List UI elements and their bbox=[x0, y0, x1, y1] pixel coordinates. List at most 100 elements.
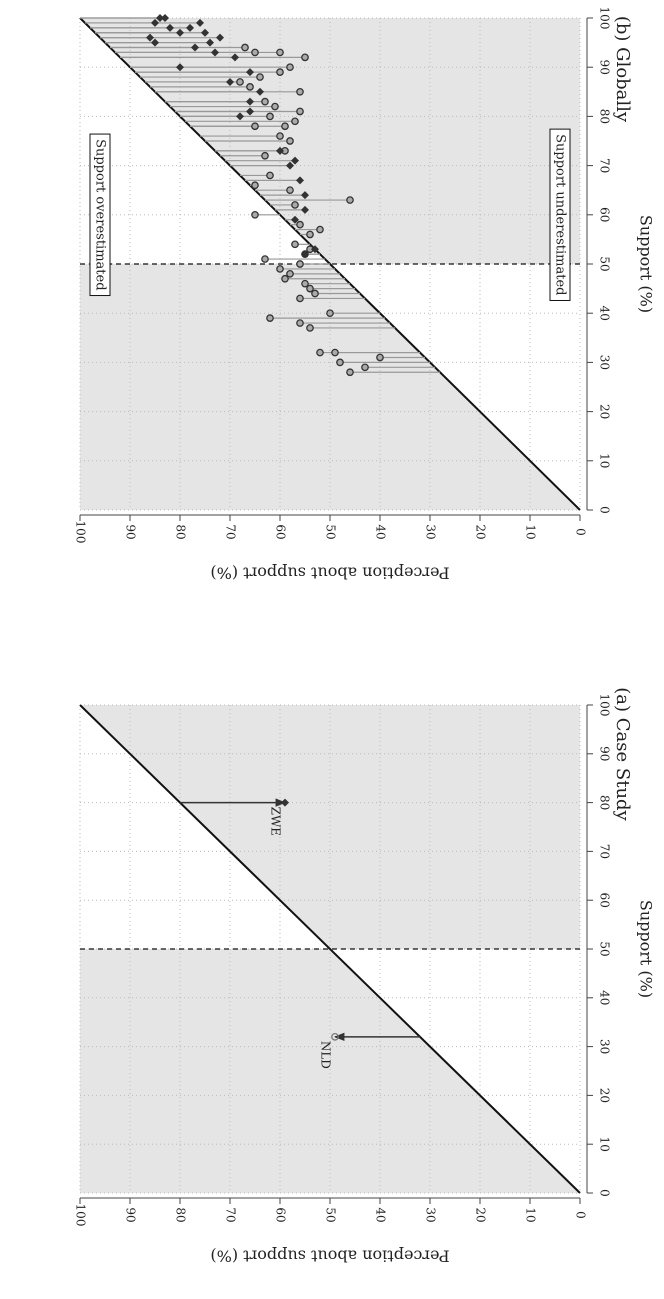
point-circle bbox=[271, 102, 279, 111]
point-diamond bbox=[151, 38, 159, 47]
panel-title: (b) Globally bbox=[612, 16, 633, 123]
point-circle bbox=[241, 43, 249, 52]
point-circle bbox=[276, 265, 284, 273]
y-tick-label: 70 bbox=[224, 524, 238, 539]
point-diamond bbox=[301, 250, 309, 259]
point-circle bbox=[276, 48, 284, 57]
shade-region bbox=[80, 949, 580, 1193]
point-circle bbox=[251, 122, 259, 131]
shade-region bbox=[80, 264, 580, 510]
point-circle bbox=[296, 319, 304, 327]
point-circle bbox=[306, 284, 314, 293]
y-tick-label: 20 bbox=[474, 524, 488, 539]
point-circle bbox=[296, 220, 304, 229]
y-tick-label: 60 bbox=[274, 1207, 288, 1222]
point-diamond bbox=[186, 23, 194, 32]
point-circle bbox=[361, 363, 369, 372]
y-tick-label: 90 bbox=[124, 1207, 138, 1222]
point-circle bbox=[266, 314, 274, 322]
x-tick-label: 60 bbox=[598, 893, 612, 908]
y-tick-label: 10 bbox=[524, 1207, 538, 1222]
point-circle bbox=[291, 117, 299, 126]
point-circle bbox=[311, 289, 319, 298]
x-tick-label: 30 bbox=[598, 1039, 612, 1054]
y-tick-label: 80 bbox=[174, 1207, 188, 1222]
point-circle bbox=[281, 122, 289, 131]
point-diamond bbox=[291, 215, 299, 224]
point-circle bbox=[286, 63, 294, 72]
point-circle bbox=[331, 348, 339, 357]
point-circle bbox=[291, 240, 299, 249]
point-circle bbox=[286, 137, 294, 145]
x-tick-label: 0 bbox=[598, 506, 612, 514]
point-circle bbox=[376, 353, 384, 362]
point-diamond bbox=[206, 38, 214, 47]
point-circle bbox=[276, 68, 284, 76]
x-tick-label: 70 bbox=[598, 158, 612, 173]
x-tick-label: 30 bbox=[598, 355, 612, 370]
y-tick-label: 30 bbox=[424, 524, 438, 539]
point-circle bbox=[261, 255, 269, 263]
x-tick-label: 0 bbox=[598, 1189, 612, 1197]
point-diamond bbox=[166, 23, 174, 32]
point-circle bbox=[256, 73, 264, 81]
point-circle bbox=[296, 260, 304, 268]
point-diamond bbox=[151, 18, 159, 27]
x-tick-label: 20 bbox=[598, 404, 612, 419]
point-circle bbox=[281, 274, 289, 283]
y-tick-label: 40 bbox=[374, 1207, 388, 1222]
point-circle bbox=[291, 201, 299, 209]
x-axis-label: Support (%) bbox=[637, 215, 656, 313]
point-diamond bbox=[216, 33, 224, 42]
point-diamond bbox=[156, 14, 164, 22]
y-tick-label: 20 bbox=[474, 1207, 488, 1222]
point-circle bbox=[261, 151, 269, 160]
point-diamond bbox=[176, 28, 184, 37]
point-circle bbox=[301, 53, 309, 62]
y-tick-label: 80 bbox=[174, 524, 188, 539]
point-diamond bbox=[201, 28, 209, 37]
point-diamond bbox=[236, 112, 244, 121]
x-tick-label: 40 bbox=[598, 990, 612, 1005]
point-diamond bbox=[226, 77, 234, 86]
y-axis-label: Perception about support (%) bbox=[210, 564, 449, 583]
shade-region bbox=[80, 705, 580, 949]
x-tick-label: 60 bbox=[598, 207, 612, 222]
point-diamond bbox=[191, 43, 199, 52]
y-tick-label: 30 bbox=[424, 1207, 438, 1222]
point-circle bbox=[326, 309, 334, 318]
point-circle bbox=[246, 83, 254, 91]
y-tick-label: 100 bbox=[74, 1204, 88, 1227]
x-tick-label: 10 bbox=[598, 453, 612, 468]
point-diamond bbox=[311, 245, 319, 254]
point-diamond bbox=[161, 14, 169, 22]
y-tick-label: 90 bbox=[124, 524, 138, 539]
point-circle bbox=[251, 210, 259, 219]
x-tick-label: 50 bbox=[598, 256, 612, 271]
point-diamond bbox=[281, 798, 289, 807]
x-tick-label: 80 bbox=[598, 795, 612, 810]
x-tick-label: 20 bbox=[598, 1088, 612, 1103]
point-circle bbox=[336, 358, 344, 367]
point-diamond bbox=[296, 176, 304, 185]
y-axis-label: Perception about support (%) bbox=[210, 1247, 449, 1266]
point-circle bbox=[266, 171, 274, 180]
point-diamond bbox=[231, 53, 239, 62]
point-circle bbox=[306, 324, 314, 332]
x-tick-label: 100 bbox=[598, 694, 612, 717]
point-circle bbox=[276, 132, 284, 140]
shade-region bbox=[80, 18, 580, 264]
point-diamond bbox=[286, 161, 294, 170]
y-tick-label: 50 bbox=[324, 524, 338, 539]
y-tick-label: 100 bbox=[74, 521, 88, 544]
y-tick-label: 0 bbox=[574, 1211, 588, 1219]
point-circle bbox=[301, 279, 309, 288]
point-diamond bbox=[211, 48, 219, 57]
y-tick-label: 60 bbox=[274, 524, 288, 539]
annotation: Support underestimated bbox=[553, 134, 568, 295]
point-diamond bbox=[176, 63, 184, 72]
point-circle bbox=[296, 294, 304, 303]
y-tick-label: 50 bbox=[324, 1207, 338, 1222]
point-circle bbox=[316, 225, 324, 234]
